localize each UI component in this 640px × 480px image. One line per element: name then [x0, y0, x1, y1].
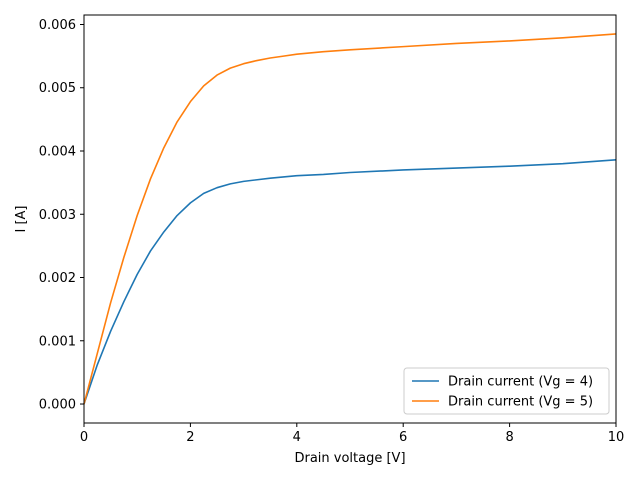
y-tick-label: 0.000 — [39, 398, 76, 413]
x-tick-label: 10 — [608, 430, 625, 445]
y-axis-label: I [A] — [14, 205, 29, 232]
x-axis: 0 2 4 6 8 10 — [80, 423, 624, 445]
plot-frame — [83, 14, 617, 424]
plot-lines — [83, 33, 617, 405]
legend-box — [403, 367, 610, 415]
x-axis-label: Drain voltage [V] — [294, 451, 405, 466]
series-line-1 — [83, 159, 617, 405]
y-axis: 0.000 0.001 0.002 0.003 0.004 0.005 0.006 — [39, 18, 84, 413]
legend-label-1: Drain current (Vg = 4) — [448, 375, 593, 390]
x-tick-label: 6 — [399, 430, 407, 445]
y-tick-label: 0.001 — [39, 334, 76, 349]
x-tick-label: 4 — [293, 430, 301, 445]
legend: Drain current (Vg = 4) Drain current (Vg … — [403, 367, 610, 415]
x-tick-label: 0 — [80, 430, 88, 445]
y-tick-label: 0.005 — [39, 81, 76, 96]
y-tick-label: 0.003 — [39, 208, 76, 223]
y-tick-label: 0.004 — [39, 145, 76, 160]
series-line-2 — [83, 33, 617, 405]
y-tick-label: 0.002 — [39, 271, 76, 286]
legend-label-2: Drain current (Vg = 5) — [448, 395, 593, 410]
y-tick-label: 0.006 — [39, 18, 76, 33]
x-tick-label: 2 — [186, 430, 194, 445]
x-tick-label: 8 — [505, 430, 513, 445]
